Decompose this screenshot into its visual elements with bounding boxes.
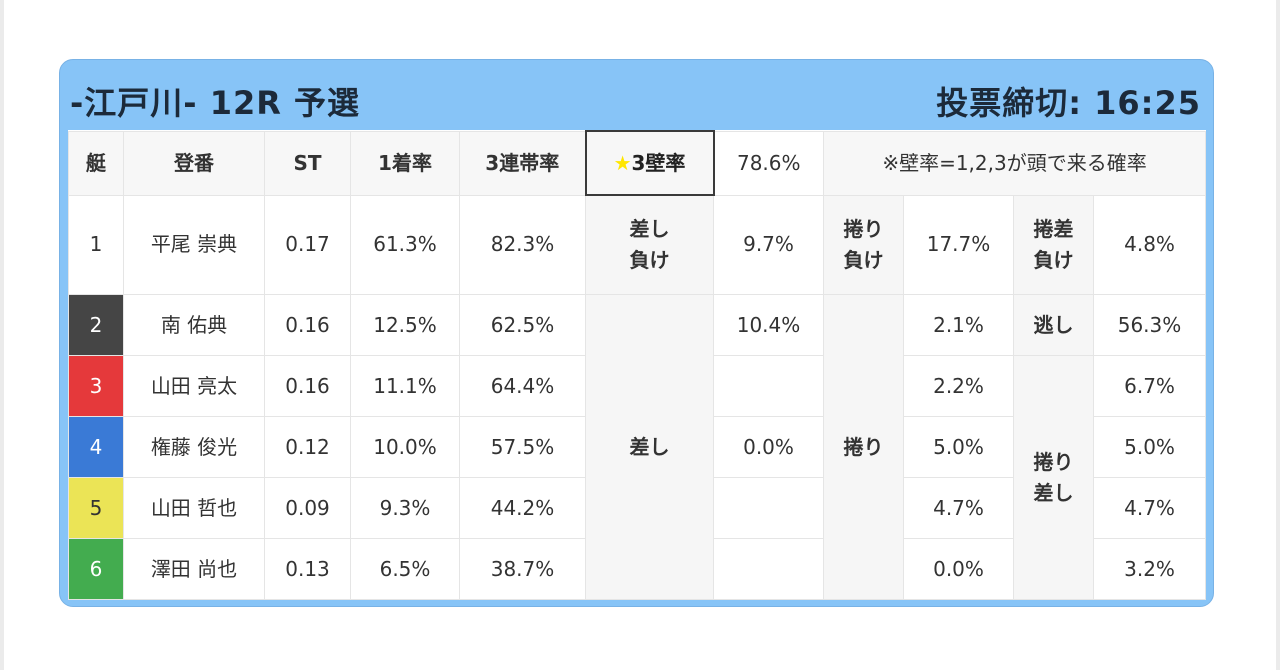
makurisashi-make-value: 4.8% <box>1092 194 1207 295</box>
makuri-value: 4.7% <box>903 477 1014 539</box>
wall-rate-note: ※壁率=1,2,3が頭で来る確率 <box>822 130 1207 196</box>
boat-number: 2 <box>68 294 124 356</box>
racer-first-rate: 10.0% <box>350 416 460 478</box>
makurisashi-label: 捲り 差し <box>1013 355 1094 600</box>
table-row: 5 山田 哲也 0.09 9.3% 44.2% 4.7% 4.7% <box>68 477 1207 539</box>
wall-rate-text: 3壁率 <box>631 150 686 175</box>
makuri-value: 0.0% <box>903 538 1014 600</box>
makuri-make-label: 捲り 負け <box>823 194 904 295</box>
sashi-value: 0.0% <box>713 416 824 478</box>
racer-name: 澤田 尚也 <box>123 538 265 600</box>
racer-st: 0.16 <box>264 294 351 356</box>
racer-top3-rate: 64.4% <box>459 355 586 417</box>
racer-name: 南 佑典 <box>123 294 265 356</box>
racer-name: 山田 亮太 <box>123 355 265 417</box>
col-reg: 登番 <box>123 130 265 196</box>
nige-label: 逃し <box>1013 294 1094 356</box>
vote-deadline: 投票締切: 16:25 <box>936 84 1201 122</box>
sashi-value <box>713 477 824 539</box>
table-header-row: 艇 登番 ST 1着率 3連帯率 ★3壁率 78.6% ※壁率=1,2,3が頭で… <box>68 130 1207 196</box>
boat-number: 6 <box>68 538 124 600</box>
boat-number: 1 <box>68 194 124 295</box>
racer-first-rate: 11.1% <box>350 355 460 417</box>
sashi-make-label: 差し 負け <box>585 194 714 295</box>
left-edge <box>0 0 4 670</box>
wall-rate-value: 78.6% <box>713 130 824 196</box>
racer-name: 山田 哲也 <box>123 477 265 539</box>
makuri-label: 捲り <box>823 294 904 600</box>
race-card: -江戸川- 12R 予選 投票締切: 16:25 艇 登番 ST 1着率 3連帯… <box>59 59 1214 607</box>
sashi-label: 差し <box>585 294 714 600</box>
makurisashi-value: 6.7% <box>1092 355 1207 417</box>
col-st: ST <box>264 130 351 196</box>
racer-st: 0.12 <box>264 416 351 478</box>
makurisashi-make-label: 捲差 負け <box>1013 194 1094 295</box>
right-edge <box>1276 0 1280 670</box>
makurisashi-value: 5.0% <box>1092 416 1207 478</box>
col-boat: 艇 <box>68 130 124 196</box>
racer-first-rate: 9.3% <box>350 477 460 539</box>
boat-number: 3 <box>68 355 124 417</box>
racer-top3-rate: 82.3% <box>459 194 586 295</box>
racer-st: 0.17 <box>264 194 351 295</box>
racer-name: 平尾 崇典 <box>123 194 265 295</box>
makuri-make-value: 17.7% <box>903 194 1014 295</box>
makuri-value: 2.2% <box>903 355 1014 417</box>
table-row: 1 平尾 崇典 0.17 61.3% 82.3% 差し 負け 9.7% 捲り 負け … <box>68 194 1207 295</box>
col-first-rate: 1着率 <box>350 130 460 196</box>
racer-top3-rate: 57.5% <box>459 416 586 478</box>
table-row: 6 澤田 尚也 0.13 6.5% 38.7% 0.0% 3.2% <box>68 538 1207 600</box>
wall-rate-label: ★3壁率 <box>584 130 715 196</box>
sashi-value <box>713 355 824 417</box>
nige-value: 56.3% <box>1092 294 1207 356</box>
boat-number: 5 <box>68 477 124 539</box>
makurisashi-value: 3.2% <box>1092 538 1207 600</box>
racer-st: 0.09 <box>264 477 351 539</box>
racer-table: 艇 登番 ST 1着率 3連帯率 ★3壁率 78.6% ※壁率=1,2,3が頭で… <box>68 130 1207 600</box>
racer-first-rate: 12.5% <box>350 294 460 356</box>
star-icon: ★ <box>613 150 632 175</box>
sashi-make-value: 9.7% <box>713 194 824 295</box>
race-title: -江戸川- 12R 予選 <box>70 84 361 122</box>
racer-first-rate: 61.3% <box>350 194 460 295</box>
racer-first-rate: 6.5% <box>350 538 460 600</box>
col-top3-rate: 3連帯率 <box>459 130 586 196</box>
table-row: 2 南 佑典 0.16 12.5% 62.5% 差し 10.4% 捲り 2.1%… <box>68 294 1207 600</box>
racer-top3-rate: 62.5% <box>459 294 586 356</box>
racer-name: 権藤 俊光 <box>123 416 265 478</box>
boat-number: 4 <box>68 416 124 478</box>
racer-st: 0.16 <box>264 355 351 417</box>
sashi-value <box>713 538 824 600</box>
table-row: 3 山田 亮太 0.16 11.1% 64.4% 2.2% 捲り 差し 6.7% <box>68 355 1207 600</box>
makuri-value: 2.1% <box>903 294 1014 356</box>
card-header: -江戸川- 12R 予選 投票締切: 16:25 <box>68 60 1205 130</box>
racer-top3-rate: 44.2% <box>459 477 586 539</box>
sashi-value: 10.4% <box>713 294 824 356</box>
makurisashi-value: 4.7% <box>1092 477 1207 539</box>
makuri-value: 5.0% <box>903 416 1014 478</box>
racer-top3-rate: 38.7% <box>459 538 586 600</box>
racer-st: 0.13 <box>264 538 351 600</box>
